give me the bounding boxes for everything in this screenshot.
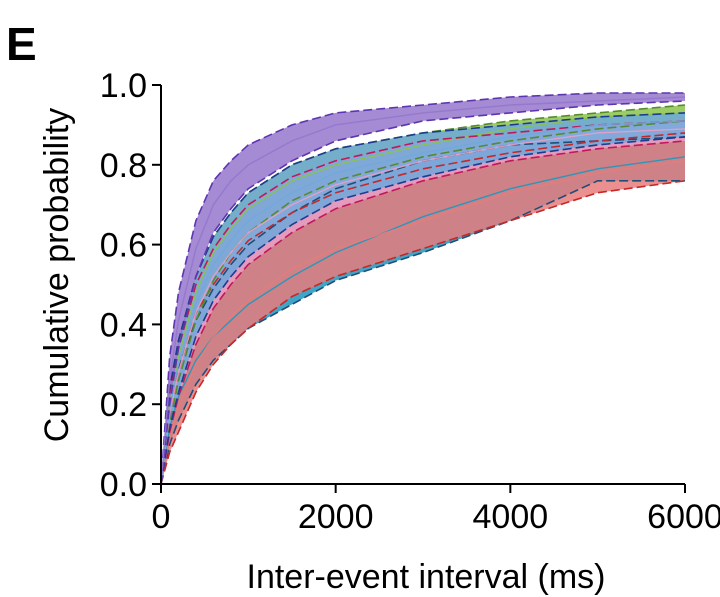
series-1-lower-line [160,180,685,485]
series-bands [161,93,685,485]
panel-label: E [6,18,37,70]
y-tick-label: 0.8 [100,147,147,185]
x-axis-label: Inter-event interval (ms) [247,558,606,596]
series-6-mean-line [160,96,686,485]
x-tick-label: 2000 [298,498,374,536]
y-tick-label: 0.2 [100,386,147,424]
series-3-mean-line [160,112,686,485]
x-tick-label: 4000 [473,498,549,536]
series-5-mean-line [160,120,686,485]
series-5-band [161,112,685,485]
x-tick-label: 0 [152,498,171,536]
y-tick-label: 1.0 [100,67,147,105]
series-4-mean-line [160,128,686,485]
series-6-lower-line [160,100,686,485]
series-lines [160,92,686,485]
axes: 0.0 0.2 0.4 0.6 0.8 1.0 0 2000 4000 6000 [100,67,720,536]
y-axis-label: Cumulative probability [38,108,76,443]
y-tick-label: 0.0 [100,466,147,504]
series-3-lower-line [160,120,686,485]
x-tick-label: 6000 [647,498,720,536]
y-tick-label: 0.4 [100,306,147,344]
series-2-mean-line [160,160,686,485]
series-2-upper-line [160,132,686,485]
series-2-lower-line [160,180,686,485]
y-tick-label: 0.6 [100,227,147,265]
series-5-lower-line [160,136,686,485]
series-6-upper-line [160,92,685,485]
series-1-upper-line [160,136,686,485]
series-5-upper-line [160,112,686,485]
series-1-mean-line [160,156,686,485]
series-4-lower-line [160,140,686,485]
